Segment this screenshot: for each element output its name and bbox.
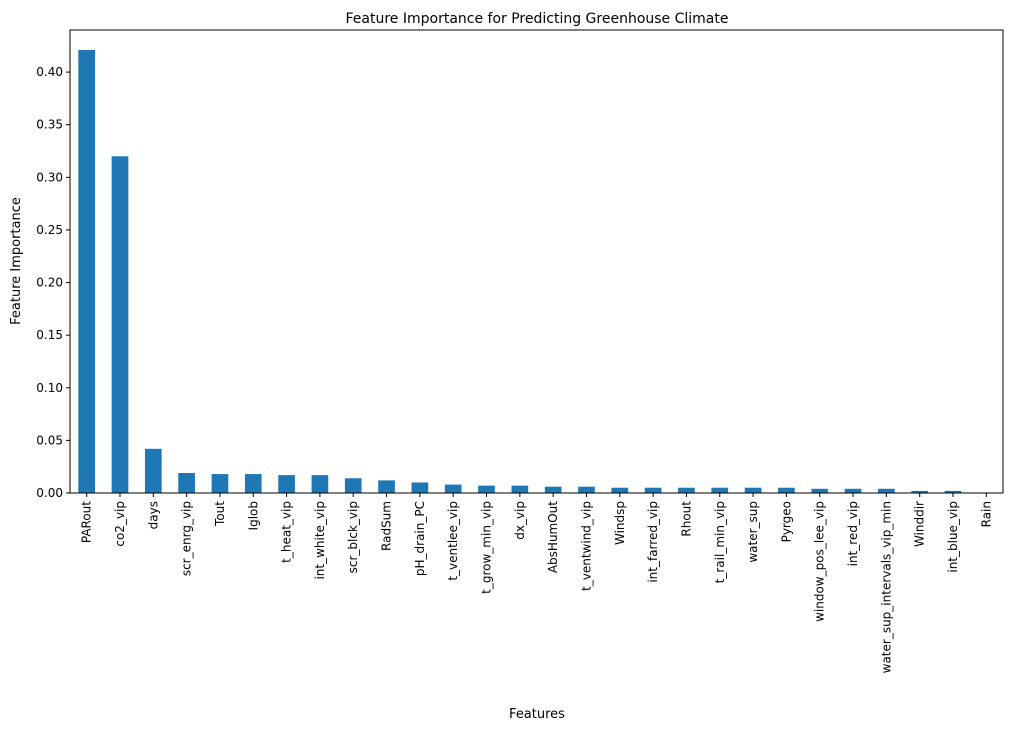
x-tick-label: int_red_vip: [846, 501, 860, 566]
bar-ph-drain-pc: [411, 482, 429, 493]
bar-water-sup-intervals-vip-min: [878, 488, 895, 493]
y-tick-label: 0.35: [36, 118, 63, 132]
x-axis: PARout co2_vip days scr_enrg_vip Tout Iglob t_…: [80, 493, 993, 673]
x-tick-label: PARout: [80, 501, 94, 543]
x-tick-label: t_grow_min_vip: [480, 501, 494, 594]
x-tick-label: t_ventlee_vip: [446, 501, 460, 581]
plot-frame: [69, 29, 1004, 494]
bar-dx-vip: [511, 485, 529, 493]
bar-abshumout: [544, 486, 562, 493]
y-tick-label: 0.05: [36, 433, 63, 447]
x-tick-label: dx_vip: [513, 501, 527, 540]
x-tick-label: int_white_vip: [313, 501, 327, 580]
bar-int-farred-vip: [644, 487, 662, 493]
bar-winddir: [911, 490, 929, 493]
x-tick-label: scr_blck_vip: [346, 501, 360, 573]
bar-int-red-vip: [844, 488, 862, 493]
x-tick-label: RadSum: [380, 501, 394, 551]
x-tick-label: Rain: [979, 501, 993, 527]
y-tick-label: 0.10: [36, 381, 63, 395]
x-tick-label: co2_vip: [113, 501, 127, 547]
bar-radsum: [378, 480, 395, 493]
x-tick-label: Iglob: [246, 501, 260, 530]
x-tick-label: scr_enrg_vip: [180, 501, 194, 576]
y-tick-label: 0.30: [36, 170, 63, 184]
x-tick-label: t_rail_min_vip: [713, 501, 727, 583]
y-tick-label: 0.25: [36, 223, 63, 237]
bar-t-heat-vip: [278, 475, 295, 493]
x-tick-label: days: [146, 501, 160, 529]
x-tick-label: t_ventwind_vip: [579, 501, 593, 591]
x-tick-label: water_sup: [746, 501, 760, 563]
bar-int-white-vip: [311, 475, 329, 493]
bar-window-pos-lee-vip: [811, 488, 829, 493]
bar-parout: [78, 49, 95, 493]
bar-tout: [211, 474, 229, 493]
x-tick-label: Tout: [213, 501, 227, 527]
x-tick-label: AbsHumOut: [546, 501, 560, 573]
x-tick-label: window_pos_lee_vip: [813, 501, 827, 622]
x-tick-label: int_blue_vip: [946, 501, 960, 573]
bar-windsp: [611, 487, 629, 493]
y-tick-label: 0.20: [36, 276, 63, 290]
x-tick-label: Rhout: [679, 501, 693, 537]
y-axis: 0.00 0.05 0.10 0.15 0.20 0.25 0.30 0.35 0.40: [36, 65, 70, 500]
bar-rhout: [678, 487, 695, 493]
y-axis-label: Feature Importance: [9, 197, 24, 325]
bar-days: [144, 448, 162, 493]
bar-pyrgeo: [778, 487, 795, 493]
bar-t-ventlee-vip: [444, 484, 462, 493]
bar-co2-vip: [111, 156, 129, 494]
x-tick-label: Pyrgeo: [779, 501, 793, 542]
x-axis-label: Features: [509, 707, 565, 722]
x-tick-label: pH_drain_PC: [413, 501, 427, 576]
x-tick-label: Winddir: [913, 501, 927, 547]
chart-title: Feature Importance for Predicting Greenh…: [346, 11, 729, 27]
bar-scr-enrg-vip: [178, 473, 195, 493]
x-tick-label: int_farred_vip: [646, 501, 660, 583]
x-tick-label: t_heat_vip: [280, 501, 294, 563]
bar-t-grow-min-vip: [478, 485, 495, 493]
bar-water-sup: [744, 487, 762, 493]
x-tick-label: water_sup_intervals_vip_min: [879, 501, 893, 673]
bar-scr-blck-vip: [344, 478, 362, 493]
bar-t-rail-min-vip: [711, 487, 729, 493]
bar-int-blue-vip: [944, 490, 962, 493]
bar-iglob: [244, 474, 262, 493]
bar-t-ventwind-vip: [578, 486, 595, 493]
y-tick-label: 0.15: [36, 328, 63, 342]
x-tick-label: Windsp: [613, 501, 627, 545]
y-tick-label: 0.00: [36, 486, 63, 500]
bars-group: [78, 49, 962, 494]
y-tick-label: 0.40: [36, 65, 63, 79]
